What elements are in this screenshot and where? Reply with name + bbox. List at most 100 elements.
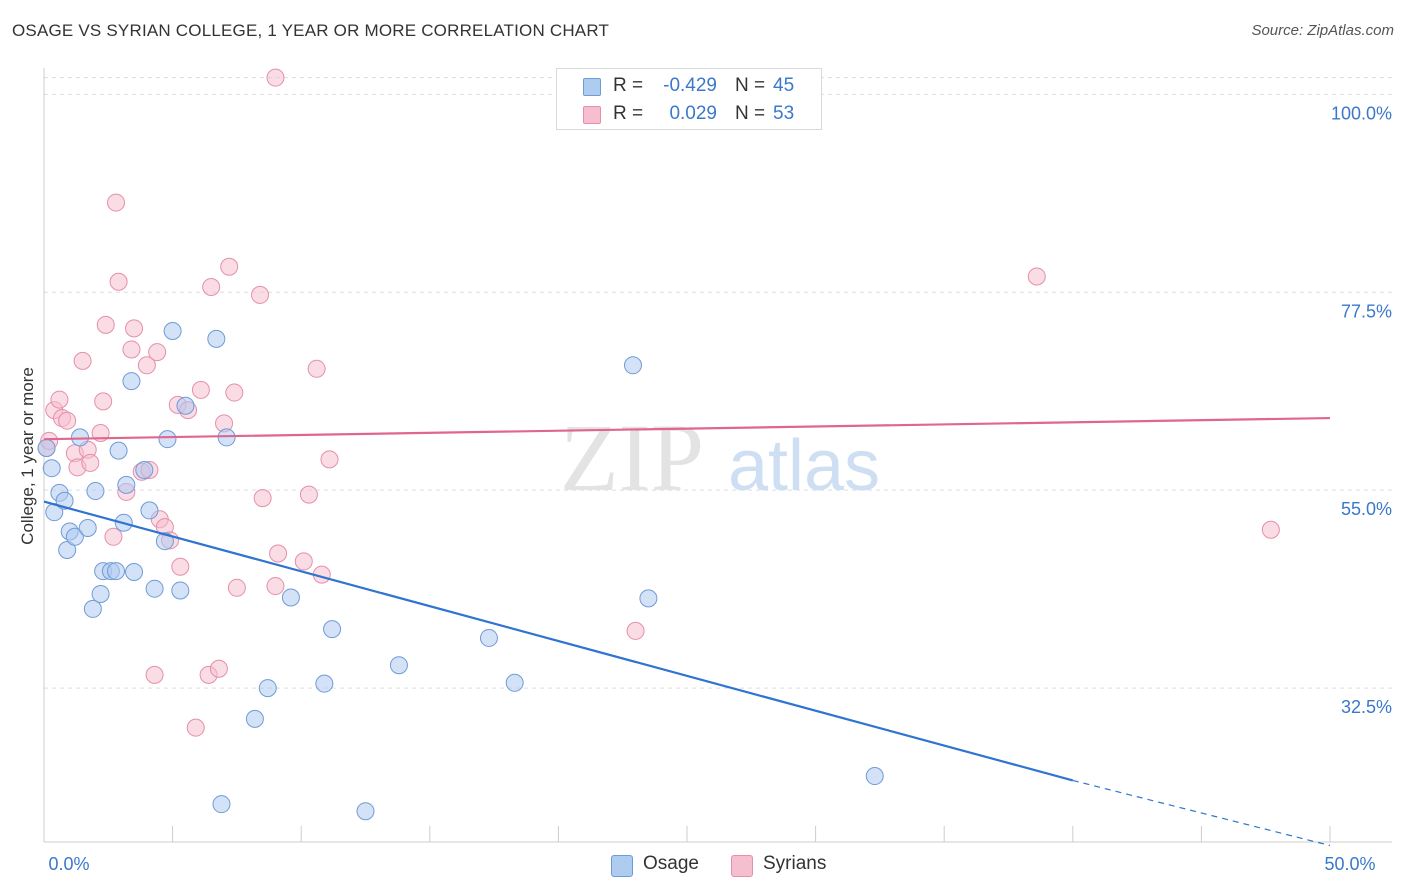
osage-point <box>163 321 182 340</box>
syrian-legend-swatch <box>731 855 753 877</box>
y-axis-label: College, 1 year or more <box>18 367 37 545</box>
osage-point <box>65 527 84 546</box>
series-legend: Osage Syrians <box>0 850 1406 878</box>
syrian-point <box>145 665 164 684</box>
osage-point <box>158 430 177 449</box>
syrian-point <box>125 319 144 338</box>
watermark: ZIP atlas <box>560 404 880 511</box>
syrian-point <box>269 544 288 563</box>
syrian-point <box>307 359 326 378</box>
osage-point <box>140 501 159 520</box>
osage-legend-swatch <box>611 855 633 877</box>
syrian-point <box>148 343 167 362</box>
syrian-point <box>220 257 239 276</box>
syrian-point <box>266 577 285 596</box>
syrian-point <box>58 411 77 430</box>
syrian-point <box>191 380 210 399</box>
osage-point <box>217 428 236 447</box>
legend-label-syrians: Syrians <box>763 853 827 874</box>
osage-point <box>86 482 105 501</box>
osage-point <box>42 459 61 478</box>
osage-point <box>107 562 126 581</box>
syrian-point <box>1027 267 1046 286</box>
n-value: 53 <box>773 103 795 124</box>
syrian-point <box>266 68 285 87</box>
syrian-point <box>171 557 190 576</box>
osage-point <box>91 584 110 603</box>
y-tick-label: 55.0% <box>1341 499 1392 519</box>
syrian-point <box>1261 520 1280 539</box>
legend-row-syrians: R = 0.029 N = 53 <box>557 99 821 129</box>
osage-point <box>58 540 77 559</box>
osage-point <box>122 372 141 391</box>
osage-point <box>479 628 498 647</box>
syrian-point <box>94 392 113 411</box>
osage-point <box>117 475 136 494</box>
y-tick-label: 32.5% <box>1341 697 1392 717</box>
osage-point <box>37 438 56 457</box>
correlation-legend: R = -0.429 N = 45 R = 0.029 N = 53 <box>556 68 822 130</box>
y-tick-label: 100.0% <box>1331 103 1392 123</box>
syrian-point <box>96 315 115 334</box>
syrian-point <box>122 340 141 359</box>
syrian-point <box>137 356 156 375</box>
axes <box>43 68 1392 843</box>
osage-point <box>171 581 190 600</box>
osage-point <box>125 562 144 581</box>
syrian-points <box>37 68 1280 737</box>
x-tick-label: 50.0% <box>1324 854 1375 874</box>
osage-point <box>207 329 226 348</box>
osage-point <box>639 589 658 608</box>
n-label: N = <box>735 75 766 96</box>
r-value: 0.029 <box>669 103 717 124</box>
osage-point <box>258 679 277 698</box>
syrian-point <box>109 272 128 291</box>
syrian-point <box>626 621 645 640</box>
legend-row-osage: R = -0.429 N = 45 <box>557 71 821 101</box>
syrian-point <box>50 390 69 409</box>
r-value: -0.429 <box>663 75 717 96</box>
n-label: N = <box>735 103 766 124</box>
tick-labels: 100.0% 77.5% 55.0% 32.5% 0.0% 50.0% <box>48 103 1392 874</box>
syrian-point <box>320 450 339 469</box>
osage-point <box>155 532 174 551</box>
osage-point <box>505 673 524 692</box>
syrian-point <box>202 278 221 297</box>
legend-label-osage: Osage <box>643 853 699 874</box>
osage-trend-line <box>43 500 1074 782</box>
x-tick-label: 0.0% <box>48 854 89 874</box>
syrian-trend-line <box>43 416 1331 441</box>
syrian-point <box>73 351 92 370</box>
syrian-point <box>225 383 244 402</box>
syrian-point <box>227 578 246 597</box>
syrian-point <box>186 718 205 737</box>
r-label: R = <box>613 75 644 96</box>
osage-point <box>315 674 334 693</box>
osage-point <box>356 802 375 821</box>
r-label: R = <box>613 103 644 124</box>
osage-point <box>135 460 154 479</box>
chart-title: OSAGE VS SYRIAN COLLEGE, 1 YEAR OR MORE … <box>12 21 610 40</box>
syrian-point <box>294 552 313 571</box>
syrian-point <box>299 485 318 504</box>
osage-point <box>245 709 264 728</box>
syrian-swatch <box>583 106 601 124</box>
syrian-point <box>209 659 228 678</box>
osage-point <box>83 599 102 618</box>
gridlines <box>44 77 1392 689</box>
osage-swatch <box>583 78 601 96</box>
osage-point <box>78 519 97 538</box>
watermark-zip: ZIP <box>560 404 704 511</box>
syrian-point <box>251 285 270 304</box>
osage-point <box>323 620 342 639</box>
syrian-point <box>253 489 272 508</box>
y-tick-label: 77.5% <box>1341 301 1392 321</box>
watermark-atlas: atlas <box>728 426 880 506</box>
n-value: 45 <box>773 75 795 96</box>
osage-point <box>145 579 164 598</box>
osage-point <box>281 588 300 607</box>
syrian-point <box>81 453 100 472</box>
osage-point <box>865 767 884 786</box>
syrian-point <box>107 193 126 212</box>
